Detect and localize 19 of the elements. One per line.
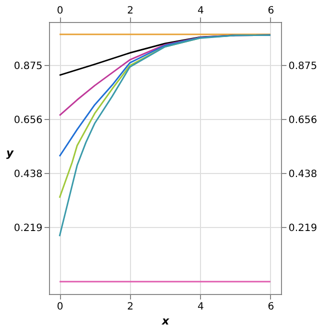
x-tick-label: 2 <box>127 6 134 16</box>
x2-tick-label: 6 <box>268 302 274 312</box>
y2-tick-label: 0.219 <box>288 222 318 234</box>
line-series <box>58 34 272 237</box>
x2-tick-label: 0 <box>56 302 64 312</box>
y-tick-label: 0.875 <box>14 60 42 72</box>
x-axis-title: x <box>160 314 170 328</box>
y2-tick-label: 0.438 <box>288 168 318 180</box>
x2-tick-label: 2 <box>127 302 134 312</box>
y-tick-label: 0.438 <box>14 168 42 180</box>
x-tick-label: 0 <box>56 6 64 16</box>
x-tick-label: 6 <box>268 6 274 16</box>
y-axis-title: y <box>6 146 14 160</box>
y2-tick-label: 0.875 <box>288 60 318 72</box>
x2-tick-label: 4 <box>197 302 204 312</box>
y-tick-label: 0.656 <box>14 114 42 126</box>
y2-tick-label: 0.656 <box>288 114 318 126</box>
x-tick-label: 4 <box>197 6 204 16</box>
y-tick-label: 0.219 <box>14 222 42 234</box>
